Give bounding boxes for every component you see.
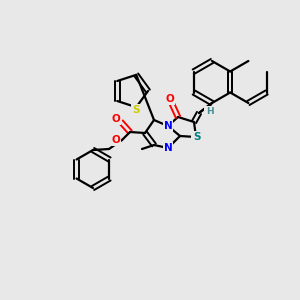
- Text: S: S: [133, 105, 140, 115]
- Text: S: S: [192, 132, 200, 142]
- Text: N: N: [164, 121, 172, 131]
- Text: S: S: [193, 132, 201, 142]
- Text: N: N: [164, 143, 172, 153]
- Text: O: O: [166, 94, 174, 104]
- Text: O: O: [112, 135, 120, 145]
- Text: H: H: [205, 106, 213, 116]
- Text: O: O: [166, 94, 174, 104]
- Text: S: S: [133, 105, 140, 115]
- Text: H: H: [206, 106, 214, 116]
- Text: N: N: [164, 121, 172, 131]
- Text: N: N: [164, 143, 172, 153]
- Text: O: O: [112, 114, 120, 124]
- Text: O: O: [112, 135, 120, 145]
- Text: O: O: [112, 114, 120, 124]
